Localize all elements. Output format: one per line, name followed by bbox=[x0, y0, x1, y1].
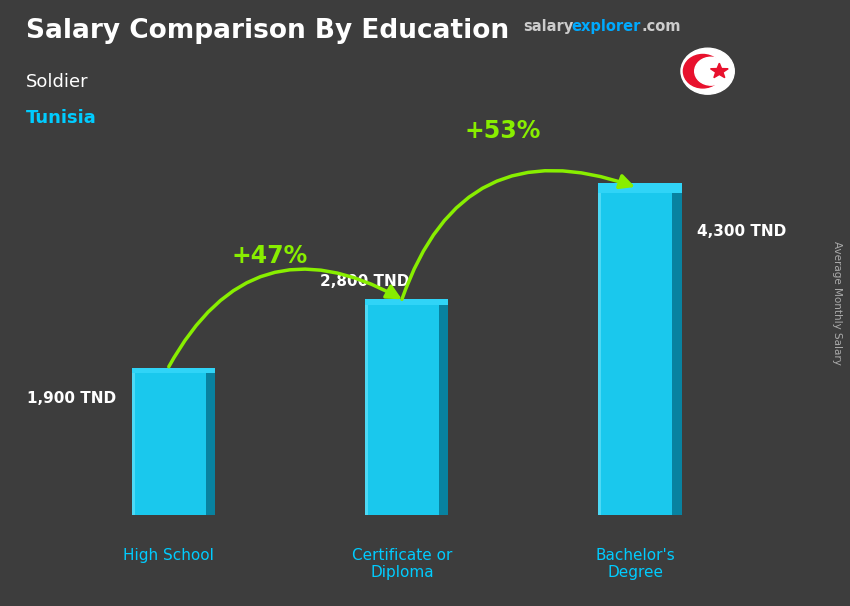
Bar bbox=[365, 299, 449, 305]
Bar bbox=[672, 193, 682, 515]
Text: +53%: +53% bbox=[465, 119, 541, 143]
Text: explorer: explorer bbox=[571, 19, 641, 35]
Text: Tunisia: Tunisia bbox=[26, 109, 96, 127]
Text: .com: .com bbox=[642, 19, 681, 35]
Text: Average Monthly Salary: Average Monthly Salary bbox=[832, 241, 842, 365]
Text: Bachelor's
Degree: Bachelor's Degree bbox=[595, 548, 675, 581]
Bar bbox=[206, 373, 215, 515]
Text: Certificate or
Diploma: Certificate or Diploma bbox=[352, 548, 452, 581]
Text: salary: salary bbox=[523, 19, 573, 35]
Bar bbox=[598, 193, 601, 515]
Bar bbox=[132, 368, 215, 373]
Text: +47%: +47% bbox=[232, 244, 308, 268]
Bar bbox=[132, 373, 206, 515]
Text: 1,900 TND: 1,900 TND bbox=[27, 391, 116, 406]
Bar bbox=[365, 305, 368, 515]
Circle shape bbox=[681, 48, 734, 94]
Text: 4,300 TND: 4,300 TND bbox=[697, 224, 786, 239]
Text: Salary Comparison By Education: Salary Comparison By Education bbox=[26, 18, 508, 44]
Polygon shape bbox=[711, 63, 728, 78]
Text: 2,800 TND: 2,800 TND bbox=[320, 274, 410, 289]
Bar bbox=[132, 373, 135, 515]
Circle shape bbox=[694, 58, 727, 85]
Text: High School: High School bbox=[123, 548, 214, 563]
Bar bbox=[365, 305, 439, 515]
Bar bbox=[598, 183, 682, 193]
Circle shape bbox=[683, 55, 722, 88]
Bar bbox=[598, 193, 672, 515]
Text: Soldier: Soldier bbox=[26, 73, 88, 91]
Bar bbox=[439, 305, 449, 515]
